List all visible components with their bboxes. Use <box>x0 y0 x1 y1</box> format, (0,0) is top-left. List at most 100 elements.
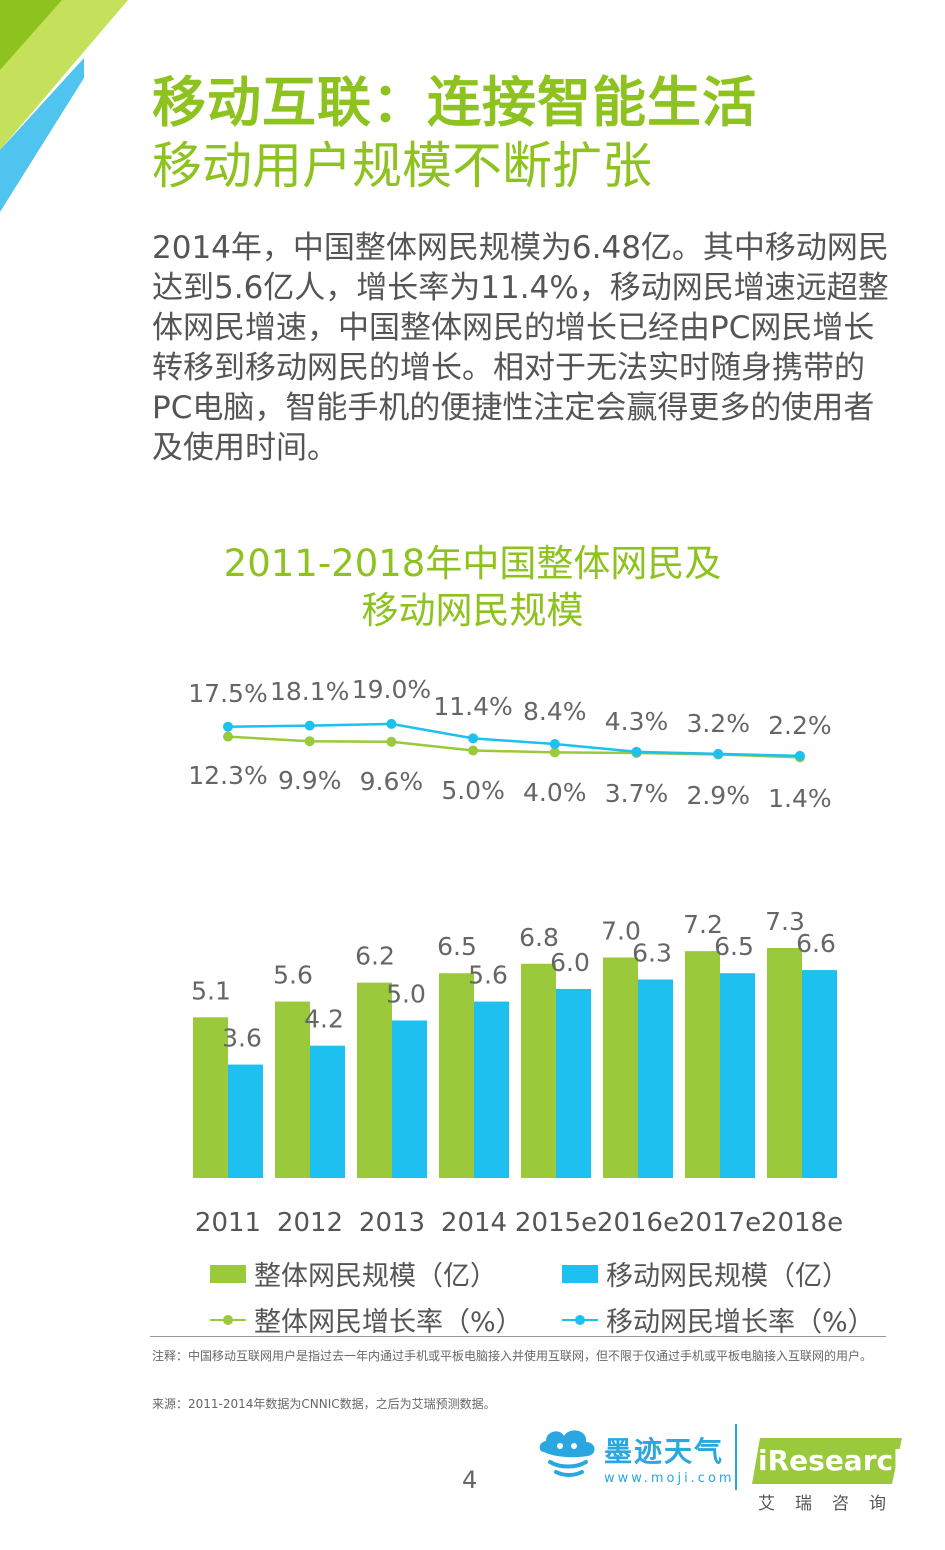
x-axis-tick-label: 2014 <box>441 1208 507 1238</box>
legend-item-total-users: 整体网民规模（亿） <box>210 1254 497 1293</box>
legend-item-mobile-users: 移动网民规模（亿） <box>562 1254 849 1293</box>
bar-total-users <box>193 1017 228 1178</box>
bar-mobile-users <box>474 1001 509 1178</box>
label-mobile-growth: 18.1% <box>270 677 349 706</box>
label-total-growth: 12.3% <box>188 761 267 790</box>
corner-decoration <box>0 0 128 212</box>
page-number: 4 <box>462 1466 478 1494</box>
bar-label-mobile-users: 6.5 <box>714 932 754 961</box>
moji-logo-text: 墨迹天气 <box>604 1435 725 1468</box>
bar-mobile-users <box>310 1045 345 1178</box>
point-mobile-growth <box>304 720 315 731</box>
page-subtitle: 移动用户规模不断扩张 <box>152 137 652 195</box>
label-total-growth: 4.0% <box>523 778 587 807</box>
label-total-growth: 5.0% <box>441 776 505 805</box>
bar-mobile-users <box>720 973 755 1178</box>
iresearch-logo-text: iResearch <box>758 1444 914 1477</box>
legend-item-total-growth: 整体网民增长率（%） <box>210 1300 523 1339</box>
moji-url: www.moji.com <box>604 1471 735 1486</box>
iresearch-logo-badge <box>752 1438 902 1484</box>
bar-total-users <box>603 957 638 1178</box>
bar-label-total-users: 5.6 <box>273 961 313 990</box>
label-total-growth: 9.9% <box>278 766 342 795</box>
bar-total-users <box>685 951 720 1178</box>
page-title: 移动互联：连接智能生活 <box>152 71 757 134</box>
bar-total-users <box>439 973 474 1178</box>
label-mobile-growth: 19.0% <box>352 675 431 704</box>
bar-label-mobile-users: 4.2 <box>304 1005 344 1034</box>
chart-title-line2: 移动网民规模 <box>361 589 584 632</box>
bar-mobile-users <box>228 1064 263 1178</box>
label-total-growth: 3.7% <box>605 779 669 808</box>
x-axis-tick-label: 2016e <box>597 1208 679 1238</box>
label-total-growth: 2.9% <box>686 781 750 810</box>
x-axis-tick-label: 2013 <box>359 1208 425 1238</box>
chart-source: 来源：2011-2014年数据为CNNIC数据，之后为艾瑞预测数据。 <box>152 1397 496 1411</box>
point-total-growth <box>304 736 315 747</box>
bar-label-total-users: 6.8 <box>519 923 559 952</box>
legend-label-total-users: 整体网民规模（亿） <box>254 1261 497 1292</box>
bar-label-total-users: 7.2 <box>683 910 723 939</box>
bar-total-users <box>521 963 556 1178</box>
point-total-growth <box>223 731 233 742</box>
bar-label-mobile-users: 6.0 <box>550 948 590 977</box>
label-mobile-growth: 4.3% <box>605 707 669 736</box>
x-axis-tick-label: 2011 <box>195 1208 261 1238</box>
point-mobile-growth <box>631 746 642 757</box>
legend-label-mobile-users: 移动网民规模（亿） <box>606 1261 849 1292</box>
body-paragraph: 2014年，中国整体网民规模为6.48亿。其中移动网民达到5.6亿人，增长率为1… <box>152 230 889 466</box>
point-mobile-growth <box>794 750 805 761</box>
bar-total-users <box>275 1001 310 1178</box>
iresearch-cn-name: 艾瑞咨询 <box>758 1494 906 1514</box>
bar-label-total-users: 7.3 <box>765 907 805 936</box>
legend-swatch-mobile-users <box>562 1264 598 1283</box>
moji-cloud-icon <box>539 1430 595 1477</box>
point-mobile-growth <box>223 721 233 732</box>
point-total-growth <box>468 745 479 756</box>
point-mobile-growth <box>549 739 560 750</box>
bar-mobile-users <box>556 988 591 1178</box>
legend-label-mobile-growth: 移动网民增长率（%） <box>606 1307 875 1338</box>
x-axis-tick-label: 2012 <box>277 1208 343 1238</box>
label-mobile-growth: 17.5% <box>188 679 267 708</box>
legend-item-mobile-growth: 移动网民增长率（%） <box>562 1300 875 1339</box>
point-mobile-growth <box>713 748 724 759</box>
bar-label-mobile-users: 5.0 <box>386 979 426 1008</box>
bar-mobile-users <box>802 970 837 1178</box>
label-total-growth: 1.4% <box>768 784 832 813</box>
notes-divider <box>150 1336 886 1337</box>
chart-note: 注释：中国移动互联网用户是指过去一年内通过手机或平板电脑接入并使用互联网，但不限… <box>152 1349 873 1363</box>
point-total-growth <box>549 747 560 758</box>
bar-total-users <box>357 982 392 1178</box>
logo-divider <box>735 1424 737 1490</box>
x-axis-tick-label: 2015e <box>515 1208 597 1238</box>
point-mobile-growth <box>386 718 397 729</box>
bar-mobile-users <box>638 979 673 1178</box>
x-axis-tick-label: 2017e <box>679 1208 761 1238</box>
bar-label-mobile-users: 5.6 <box>468 961 508 990</box>
legend-swatch-total-growth <box>210 1311 246 1329</box>
label-total-growth: 9.6% <box>360 767 424 796</box>
legend-swatch-total-users <box>210 1264 246 1283</box>
bar-label-total-users: 5.1 <box>191 976 231 1005</box>
chart-title-line1: 2011-2018年中国整体网民及 <box>223 542 722 585</box>
bar-mobile-users <box>392 1020 427 1178</box>
point-mobile-growth <box>468 733 479 744</box>
bar-label-mobile-users: 6.3 <box>632 939 672 968</box>
label-mobile-growth: 8.4% <box>523 697 587 726</box>
point-total-growth <box>386 736 397 747</box>
bar-total-users <box>767 948 802 1178</box>
bar-label-total-users: 6.2 <box>355 942 395 971</box>
bar-label-mobile-users: 3.6 <box>222 1024 262 1053</box>
bar-label-total-users: 6.5 <box>437 932 477 961</box>
label-mobile-growth: 2.2% <box>768 711 832 740</box>
x-axis-tick-label: 2018e <box>761 1208 843 1238</box>
line-mobile-growth <box>227 722 800 758</box>
label-mobile-growth: 11.4% <box>433 692 512 721</box>
legend-label-total-growth: 整体网民增长率（%） <box>254 1307 523 1338</box>
bar-label-total-users: 7.0 <box>601 916 641 945</box>
label-mobile-growth: 3.2% <box>686 709 750 738</box>
chart: 5.13.620115.64.220126.25.020136.55.62014… <box>188 675 843 1238</box>
bar-label-mobile-users: 6.6 <box>796 929 836 958</box>
legend-swatch-mobile-growth <box>562 1311 598 1329</box>
